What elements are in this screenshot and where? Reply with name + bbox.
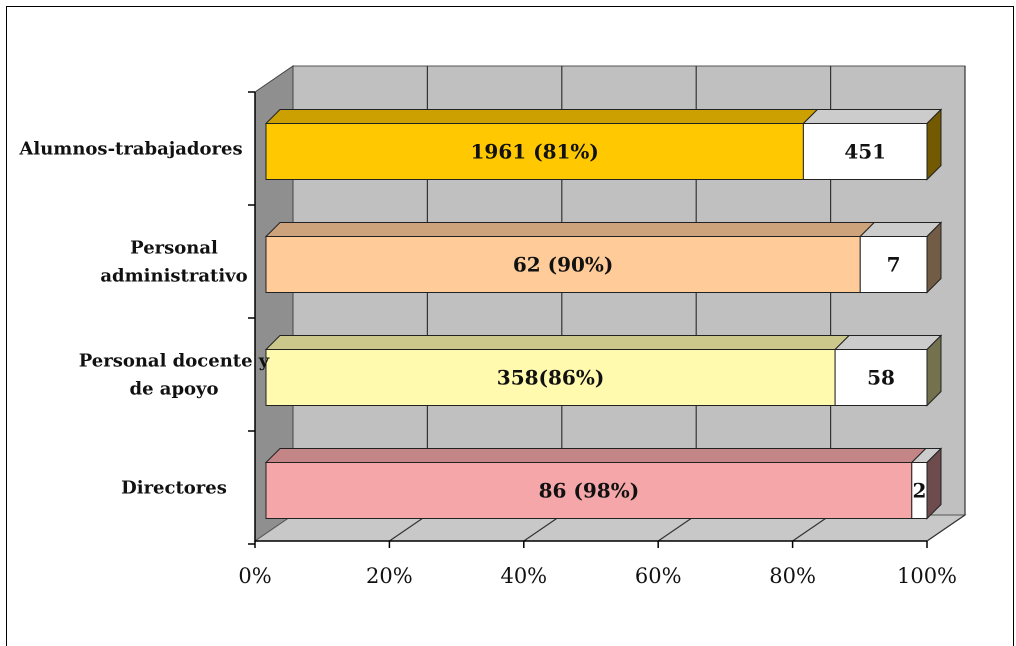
x-tick-label: 0% — [238, 564, 271, 588]
x-tick-label: 20% — [366, 564, 413, 588]
chart-frame — [6, 6, 1014, 646]
bar-top-face — [833, 335, 943, 350]
data-label: 358(86%) — [497, 366, 605, 390]
x-tick-label: 60% — [635, 564, 682, 588]
data-label: 62 (90%) — [513, 253, 614, 277]
bar-top-face — [264, 335, 851, 350]
floor-gridline — [523, 514, 563, 542]
category-label: Alumnos-trabajadores — [18, 139, 242, 160]
bar — [265, 123, 804, 180]
bar — [859, 236, 928, 293]
data-label: 451 — [844, 140, 886, 164]
bar-side-face — [926, 221, 942, 294]
data-label: 7 — [887, 253, 901, 277]
floor-gridline — [792, 514, 831, 542]
floor-gridline — [657, 514, 697, 542]
x-tick-label: 40% — [500, 564, 547, 588]
category-label: de apoyo — [129, 379, 218, 400]
bar-chart: 0% 20% 40% 60% 80% 100% 1961 (81%) 451 Alumnos-t… — [18, 65, 967, 588]
bar-side-face — [926, 447, 942, 520]
bar-top-face — [264, 448, 928, 463]
category-label: administrativo — [100, 266, 247, 287]
bar-top-face — [802, 109, 943, 124]
x-tick-label: 80% — [769, 564, 816, 588]
data-label: 86 (98%) — [539, 479, 640, 503]
bar-top-face — [264, 222, 876, 237]
category-label: Personal — [130, 238, 218, 259]
floor-gridline — [926, 514, 966, 542]
data-label: 2 — [912, 479, 926, 503]
category-label: Personal docente y — [79, 351, 270, 372]
data-label: 58 — [867, 366, 895, 390]
bar — [265, 349, 836, 406]
bar — [802, 123, 928, 180]
bar — [265, 462, 913, 519]
category-label: Directores — [121, 478, 227, 499]
floor-gridline — [389, 514, 428, 542]
x-tick-label: 100% — [897, 564, 957, 588]
bar-top-face — [264, 109, 819, 124]
data-label: 1961 (81%) — [471, 140, 599, 164]
bar-side-face — [926, 108, 942, 181]
bar — [834, 349, 928, 406]
bar-side-face — [926, 334, 942, 407]
